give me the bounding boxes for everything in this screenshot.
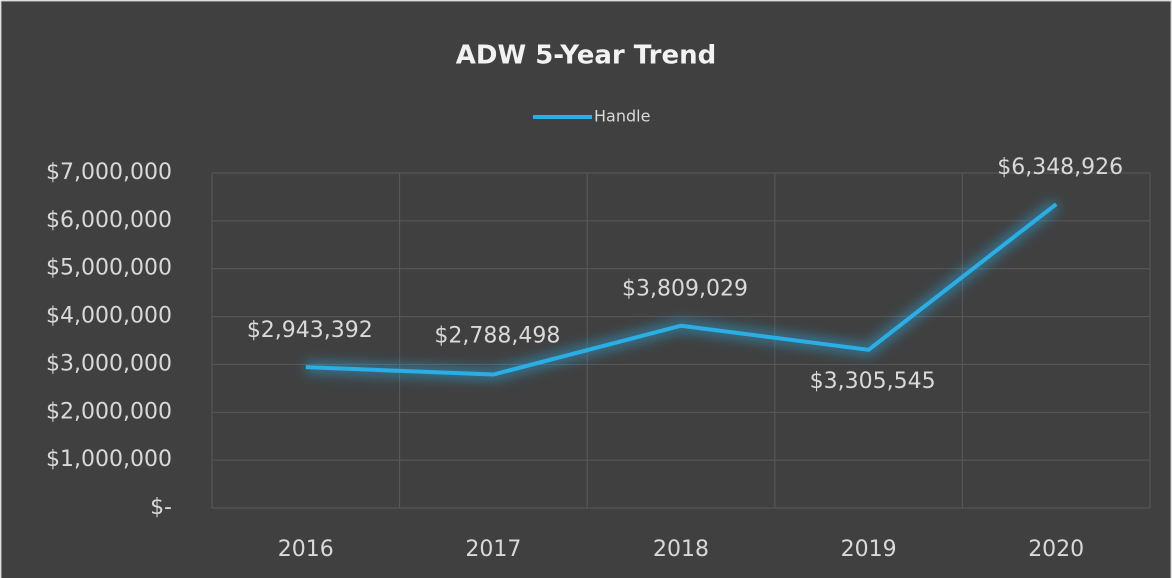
y-tick-label: $3,000,000 <box>46 351 172 376</box>
x-tick-label: 2017 <box>465 537 521 562</box>
y-tick-label: $7,000,000 <box>46 160 172 185</box>
chart-title: ADW 5-Year Trend <box>456 41 716 71</box>
y-tick-label: $6,000,000 <box>46 208 172 233</box>
y-tick-label: $5,000,000 <box>46 256 172 281</box>
x-tick-label: 2018 <box>653 537 709 562</box>
data-label: $3,305,545 <box>810 369 936 394</box>
y-tick-label: $4,000,000 <box>46 304 172 329</box>
x-tick-label: 2019 <box>841 537 897 562</box>
legend-label: Handle <box>594 107 650 126</box>
data-label: $6,348,926 <box>997 155 1123 180</box>
data-label: $2,943,392 <box>247 318 373 343</box>
line <box>305 202 1058 377</box>
x-tick-label: 2020 <box>1028 537 1084 562</box>
y-tick-label: $2,000,000 <box>46 399 172 424</box>
x-tick-label: 2016 <box>278 537 334 562</box>
y-tick-label: $- <box>150 495 172 520</box>
y-tick-label: $1,000,000 <box>46 447 172 472</box>
data-label: $2,788,498 <box>434 324 560 349</box>
data-label: $3,809,029 <box>622 277 748 302</box>
